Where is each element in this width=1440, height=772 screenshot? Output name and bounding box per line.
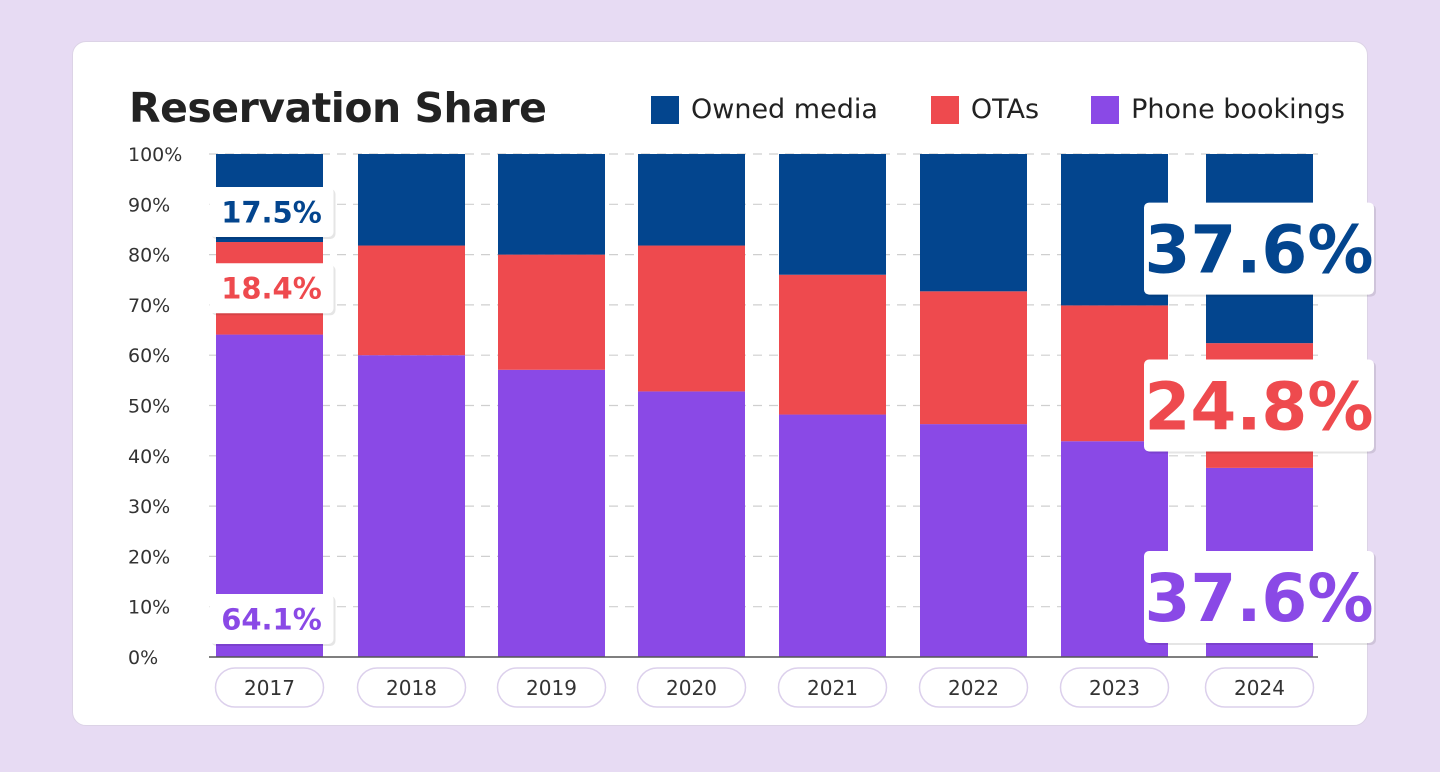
legend-item-owned-media: Owned media bbox=[651, 94, 878, 125]
y-tick-label: 30% bbox=[128, 496, 170, 518]
legend-label-owned-media: Owned media bbox=[691, 94, 878, 125]
x-tick-label: 2018 bbox=[386, 676, 437, 700]
data-label-box bbox=[1144, 551, 1374, 643]
bar-phone-bookings-2018 bbox=[358, 355, 465, 657]
data-label-box bbox=[1144, 202, 1374, 295]
data-label-owned-media-2024: 37.6% bbox=[1144, 202, 1376, 297]
y-tick-label: 100% bbox=[128, 144, 182, 166]
y-tick-label: 70% bbox=[128, 295, 170, 317]
legend: Owned media OTAs Phone bookings bbox=[651, 94, 1345, 125]
bar-otas-2021 bbox=[779, 274, 886, 415]
x-tick-label: 2021 bbox=[807, 676, 858, 700]
x-tick-label: 2017 bbox=[244, 676, 295, 700]
y-tick-label: 80% bbox=[128, 245, 170, 267]
y-axis: 0% 10% 20% 30% 40% 50% 60% 70% 80% 90% 100% bbox=[128, 144, 182, 669]
y-tick-label: 0% bbox=[128, 647, 158, 669]
data-label-box bbox=[1144, 359, 1374, 452]
x-tick-label: 2023 bbox=[1089, 676, 1140, 700]
chart-title: Reservation Share bbox=[129, 84, 547, 132]
bar-otas-2020 bbox=[638, 245, 745, 392]
y-tick-label: 20% bbox=[128, 546, 170, 568]
y-tick-label: 60% bbox=[128, 345, 170, 367]
bar-phone-bookings-2022 bbox=[920, 424, 1027, 657]
y-tick-label: 90% bbox=[128, 194, 170, 216]
bar-otas-2019 bbox=[498, 254, 605, 370]
legend-label-otas: OTAs bbox=[970, 94, 1040, 125]
y-tick-label: 50% bbox=[128, 396, 170, 418]
bar-owned-media-2019 bbox=[498, 154, 605, 255]
x-tick-label: 2020 bbox=[666, 676, 717, 700]
legend-swatch-phone-bookings bbox=[1091, 95, 1120, 124]
data-label-otas-2024: 24.8% bbox=[1144, 359, 1376, 454]
x-tick-pill bbox=[918, 667, 1029, 708]
data-label-box bbox=[209, 187, 334, 237]
bar-owned-media-2022 bbox=[920, 154, 1027, 292]
data-label-text: 37.6% bbox=[1145, 211, 1374, 288]
legend-swatch-owned-media bbox=[651, 95, 679, 124]
bar-phone-bookings-2019 bbox=[498, 369, 605, 657]
data-label-text: 64.1% bbox=[221, 602, 322, 636]
legend-label-phone-bookings: Phone bookings bbox=[1131, 94, 1345, 125]
bar-phone-bookings-2021 bbox=[779, 414, 886, 657]
bar-phone-bookings-2020 bbox=[638, 391, 745, 657]
x-tick-label: 2024 bbox=[1234, 676, 1285, 700]
x-axis: 2017 2018 2019 2020 2021 2022 2023 2024 bbox=[209, 656, 1318, 708]
data-label-box bbox=[209, 594, 334, 644]
data-label-phone-bookings-2024: 37.6% bbox=[1144, 551, 1376, 645]
x-tick-pill bbox=[214, 667, 325, 708]
y-tick-label: 10% bbox=[128, 597, 170, 619]
data-label-owned-media-2017: 17.5% bbox=[209, 187, 336, 239]
x-tick-pill bbox=[777, 667, 888, 708]
bar-owned-media-2018 bbox=[358, 154, 465, 246]
bar-owned-media-2021 bbox=[779, 154, 886, 275]
data-label-text: 24.8% bbox=[1145, 368, 1374, 445]
x-tick-pill bbox=[356, 667, 467, 708]
data-label-text: 37.6% bbox=[1145, 560, 1374, 637]
x-tick-pill bbox=[1204, 667, 1315, 708]
data-label-text: 17.5% bbox=[221, 195, 322, 229]
bar-otas-2022 bbox=[920, 291, 1027, 425]
legend-swatch-otas bbox=[930, 95, 959, 124]
x-tick-label: 2022 bbox=[948, 676, 999, 700]
legend-item-phone-bookings: Phone bookings bbox=[1091, 94, 1345, 125]
data-label-phone-bookings-2017: 64.1% bbox=[209, 594, 336, 646]
x-tick-label: 2019 bbox=[526, 676, 577, 700]
data-label-text: 18.4% bbox=[221, 272, 322, 306]
bar-otas-2018 bbox=[358, 245, 465, 356]
legend-item-otas: OTAs bbox=[930, 94, 1040, 125]
data-label-otas-2017: 18.4% bbox=[209, 263, 336, 316]
y-tick-label: 40% bbox=[128, 446, 170, 468]
x-tick-pill bbox=[1059, 667, 1170, 708]
x-tick-pill bbox=[636, 667, 747, 708]
x-tick-pill bbox=[496, 667, 607, 708]
data-label-box bbox=[209, 263, 334, 314]
data-labels: 17.5% 18.4% 64.1% 37.6% 24.8% 37.6% bbox=[209, 187, 1376, 646]
bar-owned-media-2020 bbox=[638, 154, 745, 246]
